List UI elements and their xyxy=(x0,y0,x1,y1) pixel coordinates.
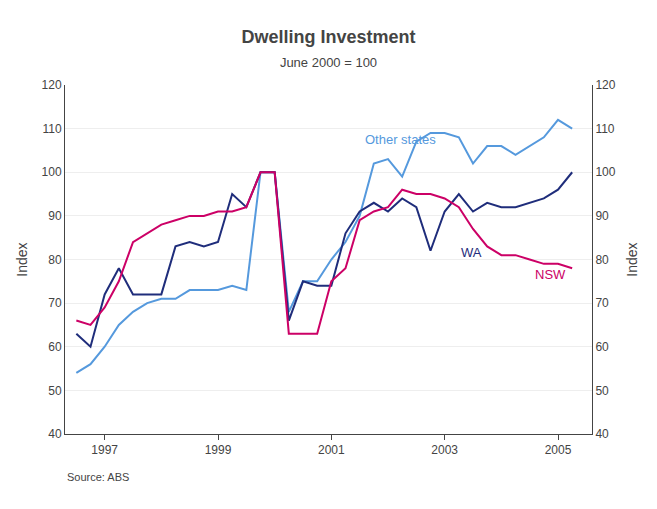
svg-text:50: 50 xyxy=(48,384,62,398)
svg-text:70: 70 xyxy=(595,296,609,310)
svg-text:120: 120 xyxy=(42,78,62,92)
svg-text:2001: 2001 xyxy=(318,443,345,457)
svg-text:1999: 1999 xyxy=(205,443,232,457)
svg-text:100: 100 xyxy=(595,165,615,179)
svg-text:1997: 1997 xyxy=(91,443,118,457)
svg-text:40: 40 xyxy=(48,427,62,441)
svg-text:110: 110 xyxy=(42,122,61,136)
svg-text:Index: Index xyxy=(14,242,30,276)
svg-text:50: 50 xyxy=(595,384,609,398)
svg-text:80: 80 xyxy=(48,253,62,267)
svg-text:Index: Index xyxy=(624,242,640,276)
svg-text:110: 110 xyxy=(595,122,614,136)
svg-text:60: 60 xyxy=(595,340,609,354)
svg-text:WA: WA xyxy=(461,245,482,260)
svg-text:90: 90 xyxy=(48,209,62,223)
svg-text:90: 90 xyxy=(595,209,609,223)
svg-text:120: 120 xyxy=(595,78,615,92)
svg-text:40: 40 xyxy=(595,427,609,441)
svg-text:100: 100 xyxy=(42,165,62,179)
svg-text:Other states: Other states xyxy=(365,132,436,147)
svg-text:70: 70 xyxy=(48,296,62,310)
svg-text:2003: 2003 xyxy=(431,443,458,457)
svg-text:June 2000 = 100: June 2000 = 100 xyxy=(280,55,377,70)
svg-text:Dwelling Investment: Dwelling Investment xyxy=(241,27,415,47)
svg-text:Source: ABS: Source: ABS xyxy=(67,471,129,483)
svg-text:NSW: NSW xyxy=(535,267,566,282)
svg-text:60: 60 xyxy=(48,340,62,354)
svg-text:80: 80 xyxy=(595,253,609,267)
svg-text:2005: 2005 xyxy=(545,443,572,457)
